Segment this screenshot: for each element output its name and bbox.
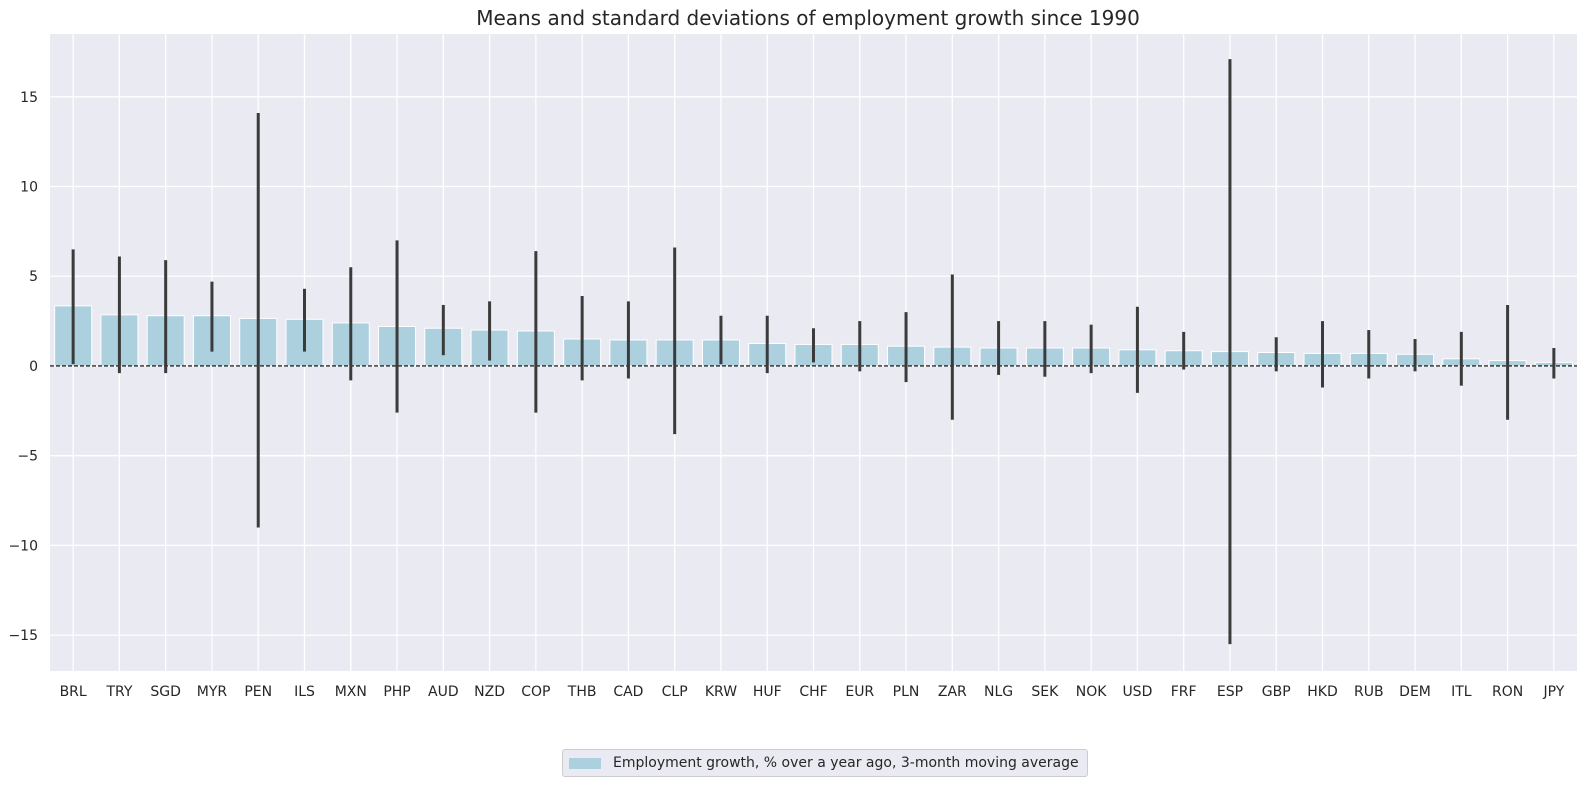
x-tick-label: JPY	[1542, 684, 1564, 700]
legend: Employment growth, % over a year ago, 3-…	[562, 749, 1088, 777]
x-tick-label: PHP	[383, 684, 410, 700]
y-axis-ticks: −15 −10 −5 0 5 10 15	[8, 90, 38, 644]
x-tick-label: ESP	[1217, 684, 1243, 700]
x-tick-label: AUD	[428, 684, 459, 700]
x-tick-label: ITL	[1451, 684, 1472, 700]
y-tick-label: 5	[29, 269, 38, 285]
x-tick-label: PLN	[893, 684, 920, 700]
x-tick-label: NOK	[1076, 684, 1107, 700]
x-tick-label: ILS	[294, 684, 315, 700]
y-tick-label: −10	[8, 538, 38, 554]
x-tick-label: HKD	[1307, 684, 1338, 700]
x-tick-label: FRF	[1171, 684, 1197, 700]
x-tick-label: CHF	[799, 684, 827, 700]
x-tick-label: CAD	[613, 684, 643, 700]
y-tick-label: 0	[29, 359, 38, 375]
errorbar-series	[71, 59, 1556, 645]
x-tick-label: MXN	[335, 684, 367, 700]
x-tick-label: NZD	[474, 684, 505, 700]
x-tick-label: USD	[1122, 684, 1152, 700]
chart-title: Means and standard deviations of employm…	[476, 6, 1140, 30]
x-axis-ticks: BRL TRY SGD MYR PEN ILS MXN PHP AUD NZD COP THB CAD C…	[60, 684, 1565, 700]
x-tick-label: HUF	[753, 684, 782, 700]
x-tick-label: SGD	[150, 684, 181, 700]
x-tick-label: TRY	[105, 684, 132, 700]
x-tick-label: CLP	[662, 684, 688, 700]
x-tick-label: KRW	[705, 684, 737, 700]
x-tick-label: RON	[1492, 684, 1523, 700]
legend-swatch	[569, 757, 601, 769]
y-tick-label: 15	[20, 90, 38, 106]
x-tick-label: PEN	[244, 684, 272, 700]
x-tick-label: NLG	[984, 684, 1013, 700]
y-tick-label: 10	[20, 180, 38, 196]
x-tick-label: ZAR	[938, 684, 967, 700]
x-tick-label: COP	[521, 684, 550, 700]
x-tick-label: THB	[567, 684, 597, 700]
x-tick-label: DEM	[1399, 684, 1431, 700]
legend-label: Employment growth, % over a year ago, 3-…	[613, 755, 1079, 771]
x-tick-label: GBP	[1262, 684, 1291, 700]
y-tick-label: −5	[17, 449, 38, 465]
x-tick-label: BRL	[60, 684, 87, 700]
x-tick-label: SEK	[1031, 684, 1059, 700]
y-tick-label: −15	[8, 628, 38, 644]
x-tick-label: MYR	[197, 684, 228, 700]
x-tick-label: EUR	[845, 684, 874, 700]
x-tick-label: RUB	[1354, 684, 1384, 700]
